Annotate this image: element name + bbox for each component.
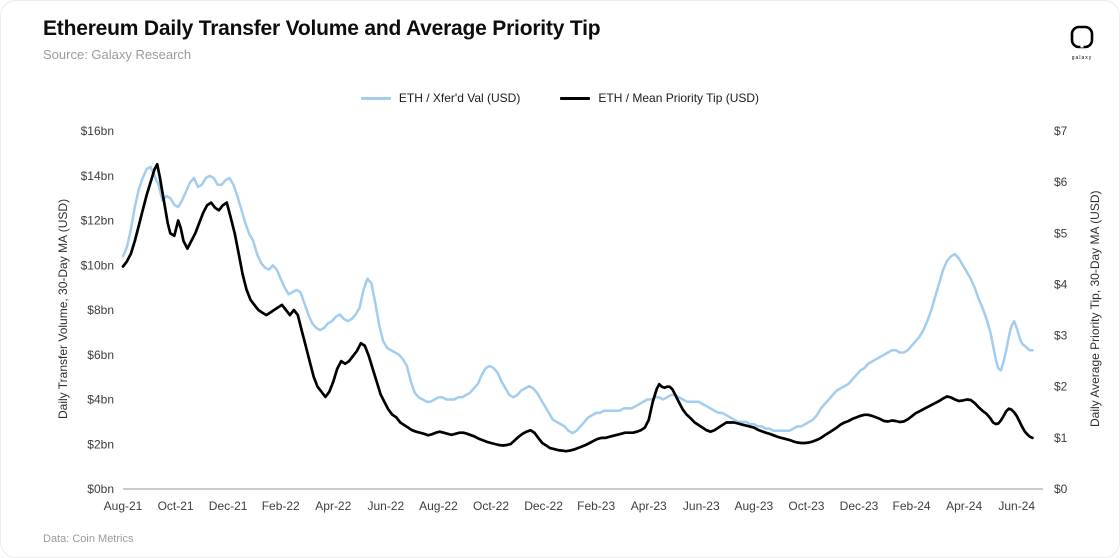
legend-item-transfer-volume: ETH / Xfer'd Val (USD) <box>360 91 521 105</box>
legend-label-transfer-volume: ETH / Xfer'd Val (USD) <box>398 91 521 105</box>
x-tick-label: Oct-21 <box>158 499 194 513</box>
y-right-tick-label: $3 <box>1054 329 1068 343</box>
galaxy-logo-text: galaxy <box>1071 55 1093 61</box>
x-tick-label: Feb-24 <box>893 499 931 513</box>
page-title: Ethereum Daily Transfer Volume and Avera… <box>43 17 601 40</box>
x-tick-label: Aug-23 <box>735 499 774 513</box>
y-left-tick-label: $6bn <box>87 348 114 362</box>
legend-item-priority-tip: ETH / Mean Priority Tip (USD) <box>560 91 759 105</box>
legend: ETH / Xfer'd Val (USD) ETH / Mean Priori… <box>1 91 1119 105</box>
series-line-priority-tip <box>121 162 1034 453</box>
y-right-tick-label: $7 <box>1054 124 1068 138</box>
legend-label-priority-tip: ETH / Mean Priority Tip (USD) <box>598 91 760 105</box>
source-label: Source: Galaxy Research <box>43 47 192 62</box>
y-right-tick-label: $2 <box>1054 380 1068 394</box>
x-tick-label: Jun-23 <box>683 499 720 513</box>
x-tick-label: Jun-24 <box>998 499 1035 513</box>
y-left-tick-label: $8bn <box>87 303 114 317</box>
series-line-transfer-volume <box>121 165 1034 435</box>
y-right-tick-label: $4 <box>1054 277 1068 291</box>
legend-swatch-priority-tip <box>560 96 591 100</box>
y-left-tick-label: $2bn <box>87 437 114 451</box>
y-right-tick-label: $1 <box>1054 431 1068 445</box>
x-tick-label: Dec-23 <box>840 499 879 513</box>
galaxy-logo: galaxy <box>1065 25 1099 61</box>
y-left-tick-label: $16bn <box>81 124 114 138</box>
x-tick-label: Dec-22 <box>524 499 563 513</box>
y-left-tick-label: $10bn <box>81 258 114 272</box>
y-right-tick-label: $0 <box>1054 482 1068 496</box>
y-right-tick-label: $5 <box>1054 226 1068 240</box>
x-tick-label: Apr-24 <box>946 499 982 513</box>
x-tick-label: Aug-21 <box>104 499 143 513</box>
galaxy-logo-icon <box>1070 25 1094 49</box>
y-left-tick-label: $14bn <box>81 169 114 183</box>
y-left-tick-label: $12bn <box>81 214 114 228</box>
x-tick-label: Apr-22 <box>315 499 351 513</box>
line-chart: $0bn $2bn $4bn $6bn $8bn $10bn $12bn $14bn $16bn… <box>81 124 1068 513</box>
x-tick-label: Apr-23 <box>631 499 667 513</box>
x-tick-label: Feb-22 <box>262 499 300 513</box>
y-left-tick-label: $0bn <box>87 482 114 496</box>
x-tick-label: Dec-21 <box>209 499 248 513</box>
x-tick-label: Oct-22 <box>473 499 509 513</box>
x-tick-label: Jun-22 <box>368 499 405 513</box>
data-source-note: Data: Coin Metrics <box>43 533 134 545</box>
y-right-tick-label: $6 <box>1054 175 1068 189</box>
x-tick-label: Aug-22 <box>419 499 458 513</box>
x-tick-label: Oct-23 <box>788 499 824 513</box>
x-tick-label: Feb-23 <box>577 499 615 513</box>
legend-swatch-transfer-volume <box>360 96 391 100</box>
y-left-tick-label: $4bn <box>87 393 114 407</box>
